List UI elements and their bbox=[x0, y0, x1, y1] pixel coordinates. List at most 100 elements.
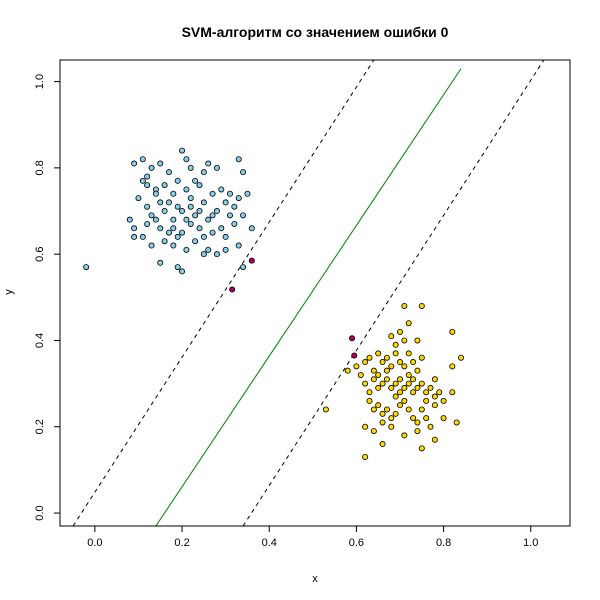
class-yellow-point bbox=[401, 397, 408, 404]
class-blue-point bbox=[144, 182, 151, 189]
class-blue-point bbox=[174, 177, 181, 184]
class-blue-point bbox=[183, 246, 190, 253]
class-yellow-point bbox=[362, 423, 369, 430]
class-yellow-point bbox=[418, 380, 425, 387]
class-blue-point bbox=[179, 229, 186, 236]
class-blue-point bbox=[222, 233, 229, 240]
class-yellow-point bbox=[362, 380, 369, 387]
y-tick-label: 1.0 bbox=[34, 74, 46, 89]
class-yellow-point bbox=[375, 384, 382, 391]
class-yellow-point bbox=[370, 367, 377, 374]
class-blue-point bbox=[209, 190, 216, 197]
x-tick-label: 1.0 bbox=[523, 537, 538, 549]
class-blue-point bbox=[187, 203, 194, 210]
class-yellow-point bbox=[401, 302, 408, 309]
class-blue-point bbox=[226, 212, 233, 219]
axes-layer: 0.0 0.2 0.4 0.6 0.8 1.0 0.0 0.2 0.4 0.6 0.8 1.0 bbox=[34, 74, 539, 549]
class-blue-point bbox=[235, 195, 242, 202]
y-tick-label: 0.2 bbox=[34, 419, 46, 434]
y-tick-label: 0.4 bbox=[34, 333, 46, 348]
class-blue-point bbox=[165, 199, 172, 206]
class-blue-point bbox=[139, 233, 146, 240]
x-axis-label: x bbox=[312, 573, 318, 585]
class-yellow-point bbox=[414, 384, 421, 391]
class-blue-point bbox=[231, 220, 238, 227]
class-yellow-point bbox=[366, 389, 373, 396]
class-yellow-point bbox=[405, 350, 412, 357]
x-tick-label: 0.0 bbox=[87, 537, 102, 549]
class-blue-point bbox=[226, 190, 233, 197]
class-blue-point bbox=[183, 186, 190, 193]
y-tick-label: 0.6 bbox=[34, 247, 46, 262]
class-blue-point bbox=[179, 147, 186, 154]
plot-frame bbox=[59, 59, 571, 527]
y-axis-label: y bbox=[3, 289, 15, 295]
class-yellow-point bbox=[423, 389, 430, 396]
class-blue-point bbox=[161, 238, 168, 245]
class-blue-point bbox=[135, 195, 142, 202]
class-blue-point bbox=[196, 225, 203, 232]
class-yellow-point bbox=[423, 397, 430, 404]
points-layer bbox=[83, 147, 465, 460]
class-blue-point bbox=[157, 199, 164, 206]
class-yellow-point bbox=[418, 406, 425, 413]
class-blue-point bbox=[179, 268, 186, 275]
class-blue-point bbox=[187, 164, 194, 171]
class-yellow-point bbox=[431, 376, 438, 383]
class-blue-point bbox=[126, 216, 133, 223]
class-yellow-point bbox=[405, 320, 412, 327]
class-yellow-point bbox=[370, 376, 377, 383]
class-blue-point bbox=[170, 216, 177, 223]
class-blue-point bbox=[240, 169, 247, 176]
class-yellow-point bbox=[383, 376, 390, 383]
x-tick-label: 0.4 bbox=[262, 537, 277, 549]
class-blue-point bbox=[187, 220, 194, 227]
class-yellow-point bbox=[401, 384, 408, 391]
class-yellow-point bbox=[357, 371, 364, 378]
class-blue-point bbox=[179, 208, 186, 215]
class-yellow-point bbox=[410, 359, 417, 366]
class-blue-point bbox=[131, 233, 138, 240]
class-yellow-point bbox=[322, 406, 329, 413]
class-blue-point bbox=[192, 212, 199, 219]
class-blue-point bbox=[131, 160, 138, 167]
class-blue-point bbox=[240, 264, 247, 271]
class-blue-point bbox=[148, 212, 155, 219]
class-blue-point bbox=[192, 238, 199, 245]
class-yellow-point bbox=[392, 410, 399, 417]
class-yellow-point bbox=[388, 333, 395, 340]
class-blue-point bbox=[83, 264, 90, 271]
class-yellow-point bbox=[405, 406, 412, 413]
class-yellow-point bbox=[375, 371, 382, 378]
class-blue-point bbox=[222, 246, 229, 253]
chart-title: SVM-алгоритм со значением ошибки 0 bbox=[182, 24, 449, 40]
class-blue-point bbox=[170, 225, 177, 232]
support-vector-point bbox=[248, 257, 255, 264]
class-blue-point bbox=[235, 156, 242, 163]
class-yellow-point bbox=[427, 384, 434, 391]
class-yellow-point bbox=[388, 384, 395, 391]
class-blue-point bbox=[174, 203, 181, 210]
class-yellow-point bbox=[431, 436, 438, 443]
lines-layer bbox=[72, 60, 545, 526]
class-blue-point bbox=[170, 190, 177, 197]
class-yellow-point bbox=[366, 354, 373, 361]
class-blue-point bbox=[152, 216, 159, 223]
class-blue-point bbox=[170, 242, 177, 249]
x-tick-label: 0.8 bbox=[436, 537, 451, 549]
class-blue-point bbox=[144, 220, 151, 227]
class-blue-point bbox=[244, 190, 251, 197]
class-blue-point bbox=[209, 229, 216, 236]
class-yellow-point bbox=[405, 380, 412, 387]
class-yellow-point bbox=[388, 423, 395, 430]
class-blue-point bbox=[218, 225, 225, 232]
class-blue-point bbox=[157, 259, 164, 266]
class-yellow-point bbox=[375, 350, 382, 357]
class-yellow-point bbox=[453, 419, 460, 426]
class-blue-point bbox=[183, 156, 190, 163]
class-yellow-point bbox=[379, 359, 386, 366]
decision-boundary-line bbox=[155, 68, 462, 526]
y-tick-label: 0.8 bbox=[34, 160, 46, 175]
class-yellow-point bbox=[362, 453, 369, 460]
class-blue-point bbox=[235, 242, 242, 249]
